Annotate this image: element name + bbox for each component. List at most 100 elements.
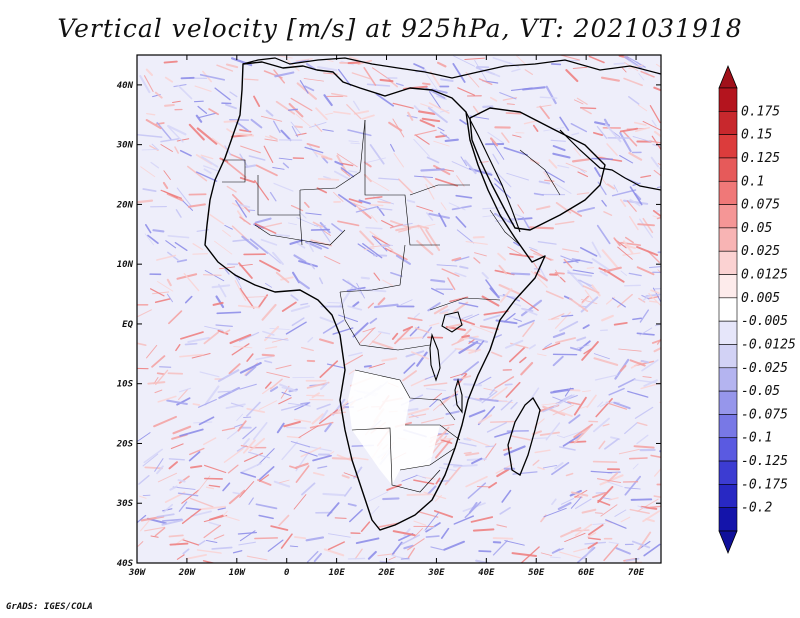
- velocity-streak: [306, 381, 330, 389]
- velocity-streak: [239, 129, 252, 133]
- velocity-streak: [323, 94, 333, 107]
- velocity-streak: [325, 112, 334, 116]
- velocity-streak: [397, 178, 413, 194]
- velocity-streak: [178, 501, 188, 512]
- velocity-streak: [201, 156, 219, 168]
- velocity-streak: [319, 409, 329, 422]
- velocity-streak: [495, 171, 512, 188]
- velocity-streak: [240, 145, 261, 154]
- velocity-streak: [654, 323, 661, 327]
- velocity-streak: [177, 479, 186, 483]
- velocity-streak: [226, 161, 247, 179]
- velocity-streak: [333, 191, 344, 202]
- velocity-streak: [151, 143, 159, 150]
- velocity-streak: [239, 481, 255, 498]
- velocity-streak: [278, 514, 290, 527]
- velocity-streak: [437, 61, 447, 68]
- velocity-streak: [637, 223, 655, 227]
- velocity-streak: [481, 295, 500, 307]
- velocity-streak: [429, 71, 441, 87]
- velocity-streak: [137, 432, 151, 442]
- velocity-streak: [491, 386, 508, 400]
- velocity-streak: [548, 159, 558, 169]
- velocity-streak: [445, 410, 460, 416]
- velocity-streak: [167, 372, 184, 375]
- velocity-streak: [348, 369, 356, 375]
- velocity-streak: [436, 264, 458, 267]
- lon-tick-label: 50E: [528, 568, 545, 578]
- colorbar-label: 0.025: [741, 244, 780, 259]
- velocity-streak: [278, 397, 292, 405]
- velocity-streak: [620, 516, 631, 523]
- velocity-streak: [440, 527, 450, 539]
- velocity-streak: [560, 255, 579, 264]
- velocity-streak: [423, 526, 435, 532]
- velocity-streak: [231, 343, 250, 356]
- velocity-streak: [172, 100, 181, 104]
- velocity-streak: [392, 541, 403, 555]
- velocity-streak: [403, 528, 411, 537]
- velocity-streak: [269, 191, 277, 202]
- lat-tick-label: 30S: [116, 499, 134, 509]
- velocity-streak: [150, 535, 159, 538]
- velocity-streak: [326, 363, 345, 369]
- velocity-streak: [425, 535, 440, 538]
- velocity-streak: [544, 342, 553, 348]
- velocity-streak: [604, 266, 622, 273]
- velocity-streak: [407, 538, 425, 551]
- velocity-streak: [203, 331, 219, 345]
- velocity-streak: [269, 386, 279, 393]
- velocity-streak: [190, 465, 203, 469]
- velocity-streak: [432, 392, 442, 401]
- velocity-streak: [164, 76, 174, 83]
- velocity-streak: [511, 68, 521, 73]
- velocity-streak: [426, 156, 440, 164]
- velocity-streak: [321, 155, 333, 161]
- velocity-streak: [443, 540, 465, 551]
- lat-tick-label: 20S: [116, 439, 134, 449]
- velocity-streak: [326, 502, 340, 517]
- velocity-streak: [157, 395, 177, 403]
- velocity-streak: [192, 243, 204, 251]
- velocity-streak: [234, 280, 247, 301]
- arabian-peninsula: [469, 107, 606, 231]
- velocity-streak: [290, 97, 313, 112]
- velocity-streak: [464, 57, 486, 61]
- velocity-streak: [204, 464, 227, 474]
- velocity-streak: [608, 402, 628, 410]
- velocity-streak: [193, 100, 204, 103]
- velocity-streak: [628, 457, 648, 460]
- velocity-streak: [466, 437, 490, 447]
- velocity-streak: [279, 383, 297, 392]
- velocity-streak: [247, 209, 256, 211]
- velocity-streak: [223, 448, 244, 463]
- velocity-streak: [468, 348, 481, 355]
- velocity-streak: [511, 552, 537, 557]
- velocity-streak: [231, 193, 251, 213]
- velocity-streak: [381, 220, 394, 227]
- velocity-streak: [288, 102, 304, 118]
- velocity-streak: [493, 334, 502, 339]
- lon-tick-label: 20W: [178, 568, 197, 578]
- velocity-streak: [590, 470, 613, 474]
- velocity-streak: [472, 235, 485, 239]
- velocity-streak: [276, 422, 285, 434]
- colorbar-swatch: [718, 227, 738, 252]
- velocity-streak: [632, 317, 642, 321]
- velocity-streak: [392, 530, 416, 537]
- velocity-streak: [489, 96, 498, 102]
- velocity-streak: [174, 241, 188, 252]
- velocity-streak: [187, 336, 210, 343]
- velocity-streak: [299, 80, 309, 94]
- velocity-streak: [246, 401, 261, 417]
- velocity-streak: [163, 503, 174, 513]
- velocity-streak: [245, 296, 268, 298]
- velocity-streak: [464, 395, 482, 402]
- velocity-streak: [182, 200, 194, 211]
- velocity-streak: [392, 102, 414, 109]
- velocity-streak: [157, 281, 174, 292]
- velocity-streak: [554, 462, 564, 470]
- velocity-streak: [347, 129, 372, 137]
- colorbar-swatch: [718, 250, 738, 275]
- velocity-streak: [506, 172, 529, 181]
